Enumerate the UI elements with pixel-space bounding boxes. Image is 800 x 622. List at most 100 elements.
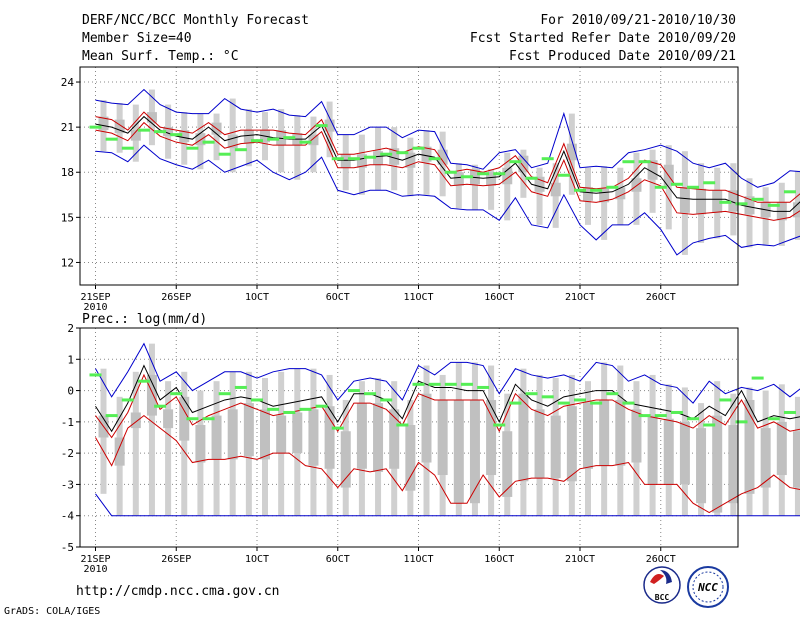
prec-y-tick-label: 1	[67, 353, 74, 366]
prec-core-box	[631, 409, 641, 462]
temp-observed-mark	[413, 147, 425, 150]
prec-observed-mark	[413, 383, 425, 386]
prec-core-box	[325, 406, 335, 469]
prec-observed-mark	[477, 386, 489, 389]
temp-observed-mark	[590, 189, 602, 192]
temp-x-tick-label: 1OCT	[245, 292, 269, 303]
prec-core-box	[518, 394, 528, 482]
temp-core-box	[551, 183, 561, 197]
temp-observed-mark	[90, 126, 102, 129]
temp-observed-mark	[526, 177, 538, 180]
prec-y-tick-label: -4	[61, 510, 75, 523]
prec-observed-mark	[542, 395, 554, 398]
prec-core-box	[696, 428, 706, 503]
prec-core-box	[438, 400, 448, 475]
temp-observed-mark	[671, 183, 683, 186]
temp-core-box	[147, 112, 157, 123]
prec-core-box	[793, 431, 800, 487]
prec-observed-mark	[687, 417, 699, 420]
temp-spread-box	[650, 150, 656, 213]
prec-core-box	[567, 406, 577, 481]
temp-observed-mark	[509, 160, 521, 163]
temp-observed-mark	[719, 201, 731, 204]
prec-observed-mark	[396, 423, 408, 426]
temp-observed-mark	[703, 181, 715, 184]
temp-x-tick-label: 11OCT	[403, 292, 433, 303]
prec-observed-mark	[251, 398, 263, 401]
temp-x-tick-label: 21OCT	[565, 292, 595, 303]
prec-core-box	[664, 419, 674, 485]
prec-observed-mark	[170, 392, 182, 395]
temp-x-tick-label: 26SEP	[161, 292, 191, 303]
prec-core-box	[583, 403, 593, 469]
temp-y-tick-label: 12	[61, 256, 74, 269]
temp-x-tick-label: 16OCT	[484, 292, 514, 303]
prec-observed-mark	[332, 427, 344, 430]
temp-observed-mark	[299, 141, 311, 144]
temp-observed-mark	[154, 130, 166, 133]
prec-core-box	[422, 394, 432, 463]
temp-core-box	[405, 153, 415, 168]
prec-core-box	[308, 409, 318, 465]
prec-core-box	[615, 400, 625, 466]
prec-core-box	[389, 409, 399, 468]
prec-core-box	[131, 412, 141, 428]
bcc-logo: BCC	[644, 567, 680, 603]
prec-x-tick-label: 1OCT	[245, 554, 269, 565]
temp-observed-mark	[380, 153, 392, 156]
prec-observed-mark	[299, 408, 311, 411]
prec-x-tick-label: 26OCT	[646, 554, 676, 565]
forecast-started-label: Fcst Started Refer Date 2010/09/20	[470, 31, 736, 46]
prec-observed-mark	[429, 383, 441, 386]
temp-observed-mark	[186, 147, 198, 150]
temp-core-box	[341, 154, 351, 168]
forecast-period-label: For 2010/09/21-2010/10/30	[540, 13, 736, 28]
temp-observed-mark	[542, 157, 554, 160]
temp-observed-mark	[752, 198, 764, 201]
prec-y-tick-label: -3	[61, 478, 74, 491]
temp-core-box	[680, 187, 690, 213]
chart-title: DERF/NCC/BCC Monthly Forecast	[82, 13, 309, 28]
temp-observed-mark	[655, 186, 667, 189]
prec-core-box	[357, 403, 367, 469]
temp-x-tick-label: 26OCT	[646, 292, 676, 303]
prec-observed-mark	[655, 414, 667, 417]
prec-core-box	[777, 422, 787, 475]
prec-y-tick-label: -2	[61, 447, 74, 460]
temp-observed-mark	[316, 124, 328, 127]
temp-observed-mark	[219, 153, 231, 156]
temp-spread-box	[601, 166, 607, 240]
prec-observed-mark	[784, 411, 796, 414]
temp-observed-mark	[558, 174, 570, 177]
prec-observed-mark	[574, 398, 586, 401]
prec-observed-mark	[203, 417, 215, 420]
prec-spread-box	[149, 344, 155, 516]
temp-observed-mark	[477, 172, 489, 175]
temp-observed-mark	[429, 157, 441, 160]
prec-observed-mark	[703, 423, 715, 426]
source-url[interactable]: http://cmdp.ncc.cma.gov.cn	[76, 584, 280, 599]
prec-core-box	[599, 400, 609, 466]
temp-y-tick-label: 21	[61, 121, 74, 134]
ncc-logo-text: NCC	[697, 581, 718, 594]
temp-observed-mark	[283, 136, 295, 139]
temp-y-tick-label: 15	[61, 211, 74, 224]
prec-core-box	[115, 438, 125, 466]
prec-observed-mark	[219, 392, 231, 395]
prec-core-box	[486, 400, 496, 475]
prec-observed-mark	[671, 411, 683, 414]
temp-observed-mark	[267, 138, 279, 141]
temp-observed-mark	[493, 172, 505, 175]
prec-observed-mark	[606, 392, 618, 395]
grads-credit: GrADS: COLA/IGES	[4, 606, 100, 617]
temp-observed-mark	[332, 157, 344, 160]
precip-variable-label: Prec.: log(mm/d)	[82, 312, 207, 327]
prec-core-box	[195, 425, 205, 463]
prec-y-tick-label: 0	[67, 385, 74, 398]
prec-observed-mark	[364, 392, 376, 395]
prec-core-box	[680, 422, 690, 485]
prec-core-box	[470, 400, 480, 503]
